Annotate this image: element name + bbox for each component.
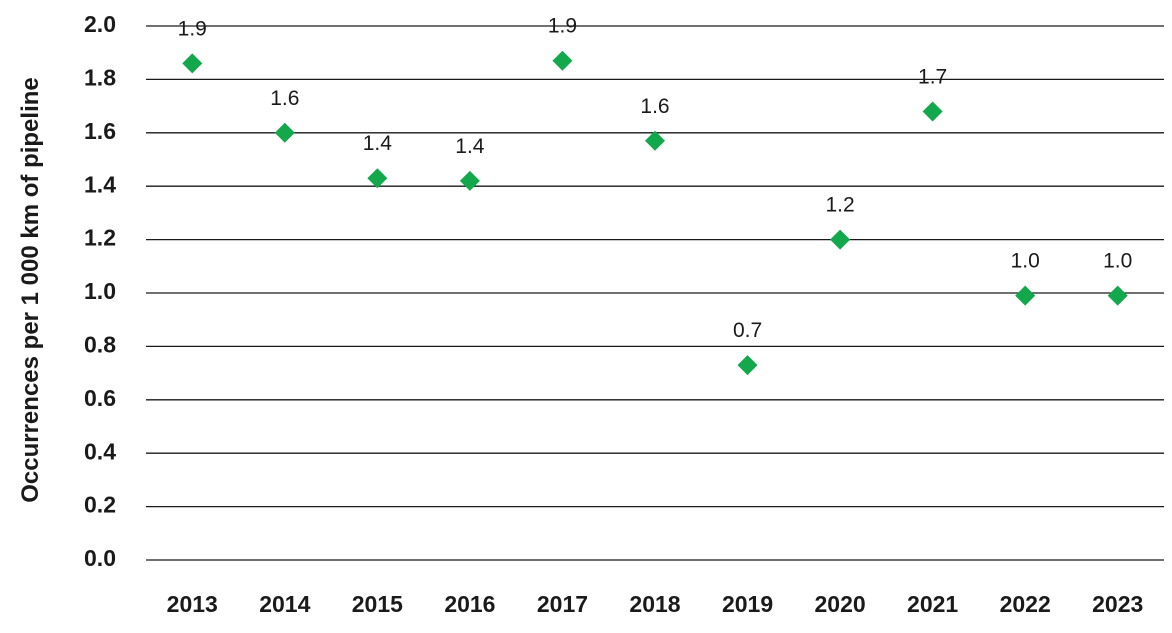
x-tick-label: 2019: [722, 591, 773, 617]
x-tick-label: 2015: [352, 591, 403, 617]
data-point: [922, 101, 943, 122]
x-tick-label: 2021: [907, 591, 958, 617]
data-label: 1.0: [1103, 250, 1132, 273]
x-tick-label: 2018: [629, 591, 680, 617]
data-labels: 1.9 1.6 1.4 1.4 1.9 1.6 0.7 1.2 1.7 1.0 1.0: [178, 15, 1133, 342]
data-label: 1.6: [270, 87, 299, 110]
y-tick-label: 0.8: [84, 331, 116, 357]
data-label: 1.0: [1011, 250, 1040, 273]
data-point: [552, 50, 573, 71]
data-point: [1107, 285, 1128, 306]
y-tick-label: 1.2: [84, 225, 116, 251]
y-tick-label: 1.6: [84, 118, 116, 144]
data-label: 1.4: [455, 135, 485, 158]
data-label: 1.9: [178, 17, 207, 40]
y-tick-label: 2.0: [84, 11, 116, 37]
x-tick-label: 2023: [1092, 591, 1143, 617]
data-point: [459, 170, 480, 191]
y-axis-label: Occurrences per 1 000 km of pipeline: [17, 77, 44, 503]
y-tick-label: 1.0: [84, 278, 116, 304]
data-point: [182, 53, 203, 74]
x-tick-label: 2020: [815, 591, 866, 617]
x-tick-label: 2013: [167, 591, 218, 617]
data-point: [274, 122, 295, 143]
data-label: 1.9: [548, 15, 577, 38]
y-tick-label: 0.4: [84, 438, 116, 464]
x-tick-label: 2017: [537, 591, 588, 617]
data-point: [1015, 285, 1036, 306]
x-tick-label: 2014: [259, 591, 310, 617]
x-axis-ticks: 2013 2014 2015 2016 2017 2018 2019 2020 2021 2022…: [167, 591, 1144, 617]
y-tick-label: 1.8: [84, 64, 116, 90]
y-axis-ticks: 0.0 0.2 0.4 0.6 0.8 1.0 1.2 1.4 1.6 1.8 2.0: [84, 11, 116, 571]
y-tick-label: 0.2: [84, 492, 116, 518]
data-label: 0.7: [733, 319, 762, 342]
data-point: [737, 355, 758, 376]
y-tick-label: 1.4: [84, 171, 116, 197]
data-label: 1.4: [363, 132, 393, 155]
y-tick-label: 0.6: [84, 385, 116, 411]
y-tick-label: 0.0: [84, 545, 116, 571]
data-label: 1.2: [825, 194, 854, 217]
data-points: [182, 50, 1128, 376]
data-label: 1.7: [918, 65, 947, 88]
data-point: [645, 130, 665, 151]
data-point: [367, 168, 388, 189]
x-tick-label: 2016: [444, 591, 495, 617]
data-label: 1.6: [640, 95, 669, 118]
data-point: [830, 229, 851, 250]
x-tick-label: 2022: [1000, 591, 1051, 617]
